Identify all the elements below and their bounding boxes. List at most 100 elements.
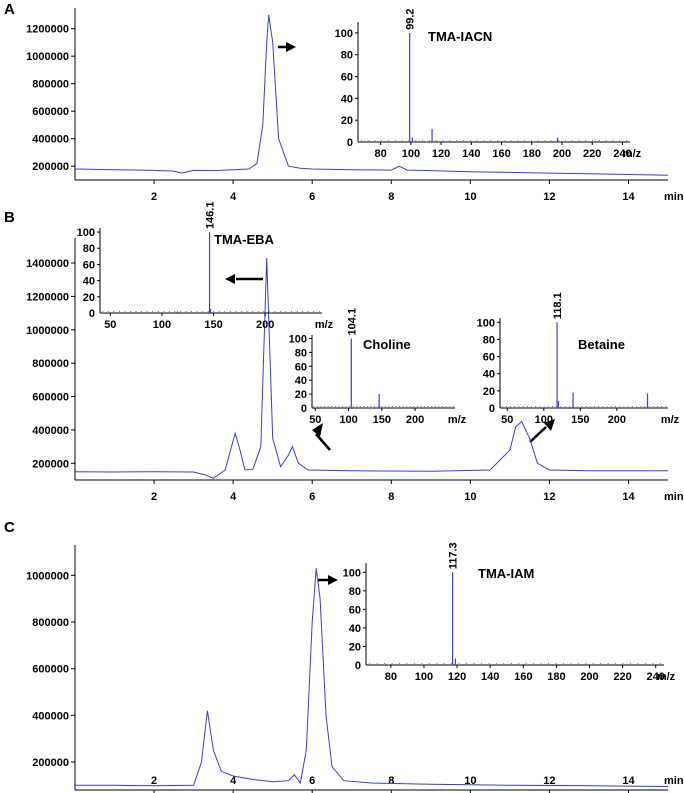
inset-noise-dot — [438, 406, 440, 407]
inset-noise-dot — [246, 311, 248, 312]
inset-noise-dot — [327, 406, 329, 407]
inset-x-unit-label: m/z — [448, 414, 467, 426]
inset-noise-dot — [213, 311, 215, 312]
inset-noise-dot — [564, 140, 566, 141]
inset-noise-dot — [401, 140, 403, 141]
arrow-b-tma-eba — [225, 274, 263, 284]
inset-noise-dot — [341, 406, 343, 407]
inset-noise-dot — [568, 406, 570, 407]
inset-y-tick-label: 80 — [83, 243, 95, 255]
inset-x-tick-label: 50 — [501, 414, 513, 426]
inset-noise-dot — [522, 406, 524, 407]
inset-noise-dot — [241, 311, 243, 312]
arrow-c — [318, 575, 338, 585]
inset-noise-dot — [263, 311, 265, 312]
inset-x-unit-label: m/z — [623, 148, 642, 160]
inset-x-tick-label: 200 — [406, 414, 424, 426]
inset-noise-dot — [334, 406, 336, 407]
inset-noise-dot — [394, 140, 396, 141]
inset-y-tick-label: 20 — [483, 386, 495, 398]
compound-label-tma-eba: TMA-EBA — [214, 232, 275, 247]
inset-noise-dot — [560, 406, 562, 407]
panel-c: 200000 400000 600000 800000 1000000 2 4 6 8 10 12 1… — [26, 542, 684, 793]
inset-y-tick-label: 40 — [483, 369, 495, 381]
inset-y-tick-label: 0 — [301, 403, 307, 415]
inset-noise-dot — [356, 406, 358, 407]
inset-noise-dot — [510, 663, 512, 664]
x-tick-label: 6 — [309, 491, 315, 503]
inset-noise-dot — [413, 663, 415, 664]
inset-noise-dot — [518, 406, 520, 407]
inset-noise-dot — [229, 311, 231, 312]
inset-noise-dot — [434, 406, 436, 407]
inset-noise-dot — [629, 663, 631, 664]
inset-noise-dot — [577, 406, 579, 407]
inset-x-tick-label: 150 — [373, 414, 391, 426]
inset-noise-dot — [185, 311, 187, 312]
inset-noise-dot — [424, 406, 426, 407]
inset-noise-dot — [141, 311, 143, 312]
inset-noise-dot — [600, 663, 602, 664]
inset-y-tick-label: 80 — [295, 347, 307, 359]
inset-noise-dot — [615, 406, 616, 407]
inset-noise-dot — [539, 406, 541, 407]
y-tick-label: 200000 — [32, 757, 69, 769]
x-tick-label: 10 — [464, 491, 476, 503]
inset-noise-dot — [338, 406, 340, 407]
inset-x-tick-label: 80 — [375, 148, 387, 160]
inset-noise-dot — [473, 663, 475, 664]
x-tick-label: 14 — [622, 775, 635, 787]
inset-noise-dot — [413, 406, 415, 407]
inset-noise-dot — [648, 406, 650, 407]
inset-noise-dot — [349, 406, 351, 407]
inset-noise-dot — [469, 140, 471, 141]
inset-noise-dot — [533, 663, 535, 664]
inset-noise-dot — [436, 663, 438, 664]
inset-x-tick-label: 200 — [553, 148, 571, 160]
inset-y-tick-label: 40 — [83, 276, 95, 288]
inset-noise-dot — [316, 406, 318, 407]
inset-noise-dot — [540, 663, 542, 664]
inset-noise-dot — [420, 406, 422, 407]
inset-y-tick-label: 100 — [343, 567, 361, 579]
inset-y-tick-label: 0 — [355, 660, 361, 672]
x-tick-label: 12 — [543, 491, 555, 503]
inset-x-tick-label: 50 — [104, 319, 116, 331]
x-tick-label: 10 — [464, 775, 476, 787]
inset-noise-dot — [640, 406, 642, 407]
inset-noise-dot — [451, 663, 453, 664]
inset-noise-dot — [399, 663, 401, 664]
inset-y-tick-label: 20 — [295, 389, 307, 401]
inset-noise-dot — [384, 663, 386, 664]
inset-noise-dot — [207, 311, 209, 312]
inset-noise-dot — [427, 406, 429, 407]
inset-noise-dot — [395, 406, 397, 407]
inset-noise-dot — [202, 311, 204, 312]
y-tick-label: 400000 — [32, 425, 69, 437]
x-tick-label: 4 — [230, 775, 237, 787]
inset-noise-dot — [381, 140, 383, 141]
inset-noise-dot — [564, 406, 566, 407]
inset-noise-dot — [518, 663, 520, 664]
inset-noise-dot — [627, 406, 629, 407]
inset-x-tick-label: 200 — [256, 319, 274, 331]
annotation-layer: A B C TMA-IACN TMA-EBA Choline Betaine T… — [4, 1, 625, 585]
inset-noise-dot — [107, 311, 109, 312]
inset-noise-dot — [118, 311, 120, 312]
inset-spectrum-tma-iacn: 20 40 60 80 100 0 80 100 120 140 160 180 200 220 240m/… — [335, 8, 642, 160]
inset-noise-dot — [388, 406, 390, 407]
inset-noise-dot — [585, 406, 587, 407]
inset-y-tick-label: 0 — [89, 308, 95, 320]
inset-y-tick-label: 60 — [349, 604, 361, 616]
inset-noise-dot — [409, 406, 411, 407]
inset-noise-dot — [548, 663, 550, 664]
inset-spectrum-betaine: 20 40 60 80 100 0 50 100 150 200 m/z 118.1 — [477, 292, 680, 426]
inset-noise-dot — [388, 140, 390, 141]
inset-noise-dot — [551, 140, 553, 141]
inset-noise-dot — [652, 406, 654, 407]
base-peak-label: 117.3 — [448, 542, 460, 569]
inset-x-tick-label: 180 — [523, 148, 541, 160]
inset-noise-dot — [661, 406, 663, 407]
inset-x-unit-label: m/z — [315, 319, 334, 331]
